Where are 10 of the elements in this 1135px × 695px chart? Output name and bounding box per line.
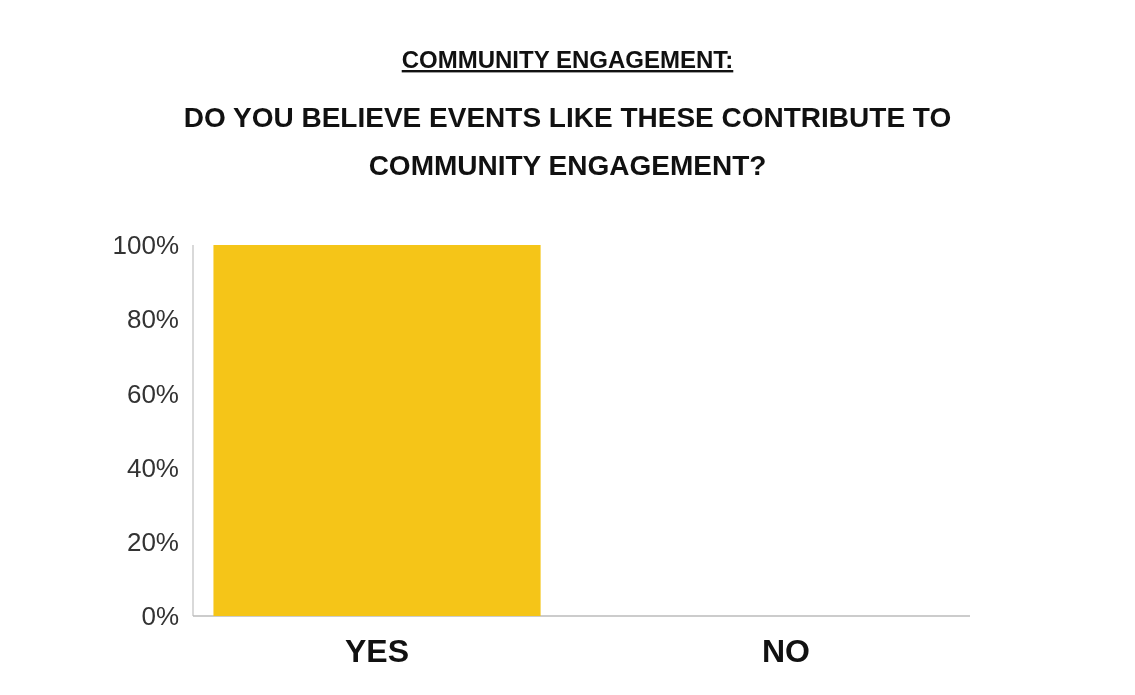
y-tick-label: 100% <box>112 230 179 261</box>
y-tick-label: 20% <box>126 526 179 557</box>
chart-subtitle: DO YOU BELIEVE EVENTS LIKE THESE CONTRIBUTE TO COMMUNITY ENGAGEMENT? <box>183 102 952 181</box>
y-tick-label: 60% <box>126 378 179 409</box>
y-tick-label: 80% <box>126 304 179 335</box>
x-tick-label: NO <box>761 633 810 669</box>
y-tick-label: 0% <box>141 601 179 632</box>
y-tick-label: 40% <box>126 452 179 483</box>
x-tick-label: YES <box>345 633 410 669</box>
chart-title: COMMUNITY ENGAGEMENT: <box>401 46 734 73</box>
